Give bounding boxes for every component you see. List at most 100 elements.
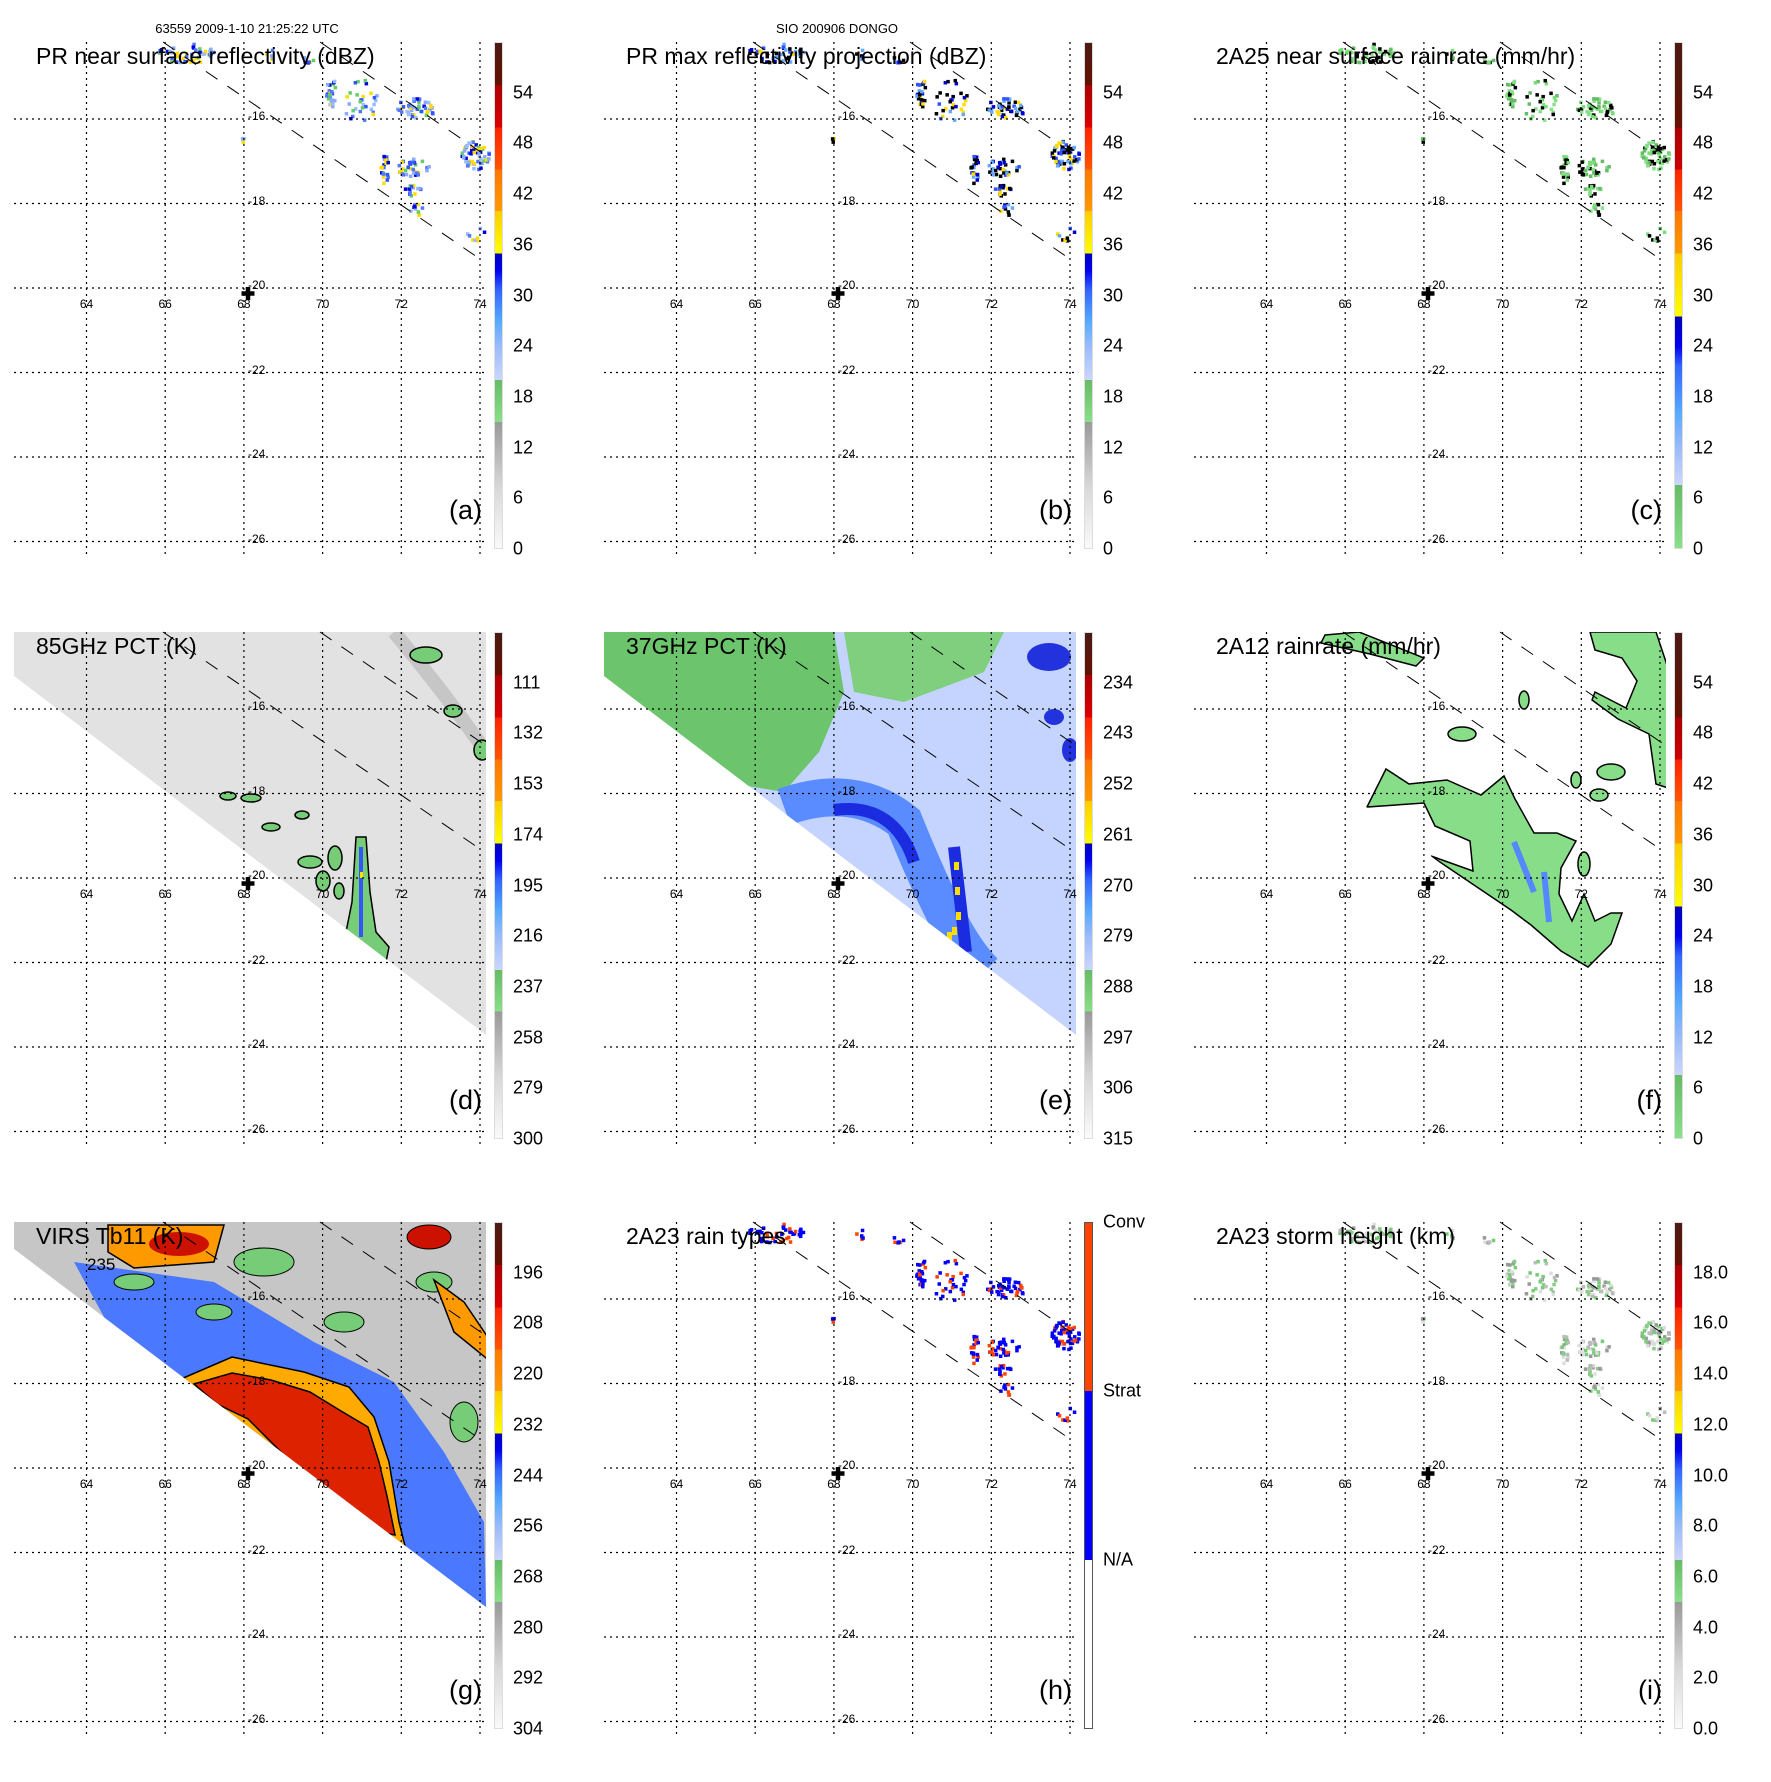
cold-cloud	[406, 1224, 452, 1250]
precip-pixel	[426, 100, 431, 105]
precip-pixel	[1534, 107, 1538, 111]
precip-pixel	[1647, 1414, 1652, 1418]
precip-pixel	[1592, 99, 1596, 103]
precip-pixel	[482, 145, 486, 150]
precip-pixel	[991, 167, 995, 171]
precip-pixel	[1654, 143, 1658, 147]
precip-pixel	[1590, 114, 1595, 119]
longitude-label: 68	[1417, 297, 1431, 311]
precip-pixel	[1586, 165, 1590, 169]
colorbar-label: 18	[513, 386, 534, 407]
precip-pixel	[786, 1235, 791, 1240]
latitude-label: -26	[838, 1121, 856, 1136]
precip-pixel	[1001, 1363, 1006, 1368]
precip-pixel	[1005, 1287, 1010, 1291]
precip-pixel	[1606, 100, 1611, 105]
precip-pixel	[1512, 79, 1517, 84]
precip-pixel	[1647, 1331, 1651, 1335]
colorbar-label: 0	[1693, 538, 1704, 559]
precip-pixel	[1589, 1286, 1593, 1290]
precip-pixel	[1355, 54, 1359, 59]
precip-pixel	[1061, 140, 1065, 144]
precip-pixel	[1609, 105, 1613, 109]
precip-pixel	[420, 206, 425, 210]
storm-center-marker-icon	[241, 287, 255, 300]
precip-pixel	[1544, 1284, 1548, 1289]
precip-pixel	[1650, 1339, 1655, 1344]
precip-pixel	[1054, 1324, 1059, 1328]
precip-pixel	[188, 60, 193, 64]
precip-pixel	[970, 165, 974, 169]
rain-cell	[297, 855, 323, 869]
precip-pixel	[474, 148, 478, 152]
precip-pixel	[1658, 146, 1663, 151]
precip-pixel	[1581, 105, 1586, 109]
precip-pixel	[477, 167, 481, 172]
precip-pixel	[397, 108, 402, 113]
longitude-label: 66	[1338, 297, 1352, 311]
panel-letter: (d)	[449, 1085, 482, 1115]
precip-pixel	[1365, 1235, 1369, 1239]
rain-cell	[1589, 788, 1609, 802]
precip-pixel	[1665, 1340, 1670, 1344]
precip-pixel	[1510, 98, 1514, 102]
cold-cloud	[149, 1232, 209, 1256]
precip-pixel	[1510, 1272, 1515, 1276]
precip-pixel	[185, 55, 189, 59]
precip-pixel	[1510, 90, 1514, 94]
precip-pixel	[1561, 1352, 1566, 1356]
precip-pixel	[892, 56, 897, 60]
precip-pixel	[476, 145, 481, 149]
precip-pixel	[1657, 1330, 1661, 1335]
longitude-label: 64	[1259, 887, 1274, 901]
precip-pixel	[765, 1231, 769, 1236]
precip-pixel	[954, 81, 959, 86]
longitude-label: 74	[1063, 297, 1077, 311]
precip-pixel	[952, 1298, 957, 1302]
precip-pixel	[1662, 230, 1667, 234]
precip-pixel	[1077, 152, 1081, 156]
precip-pixel	[1650, 1329, 1654, 1333]
precip-pixel	[1649, 152, 1653, 156]
colorbar-label: 54	[1693, 82, 1714, 103]
precip-pixel	[1659, 157, 1663, 161]
colorbar-label: 174	[513, 824, 544, 845]
precip-pixel	[1013, 1286, 1018, 1291]
precip-pixel	[1350, 51, 1354, 55]
precip-pixel	[1003, 1343, 1008, 1347]
precip-pixel	[416, 173, 420, 177]
precip-pixel	[996, 1345, 1000, 1349]
precip-pixel	[192, 42, 196, 47]
colorbar-label: N/A	[1103, 1549, 1134, 1570]
precip-pixel	[1378, 1230, 1382, 1234]
precip-pixel	[1600, 1386, 1605, 1390]
precip-pixel	[472, 166, 476, 171]
precip-pixel	[416, 210, 421, 214]
precip-pixel	[970, 1345, 974, 1349]
precip-pixel	[1371, 1239, 1375, 1243]
precip-pixel	[1650, 149, 1654, 153]
precip-pixel	[1652, 150, 1656, 155]
precip-pixel	[1057, 161, 1061, 165]
precip-pixel	[962, 1282, 966, 1287]
precip-pixel	[1549, 107, 1554, 112]
precip-pixel	[1652, 1328, 1656, 1332]
longitude-label: 74	[1063, 887, 1077, 901]
precip-pixel	[417, 213, 421, 217]
precip-pixel	[1010, 206, 1015, 210]
precip-pixel	[920, 1270, 924, 1274]
precip-pixel	[1591, 1363, 1596, 1368]
precip-pixel	[326, 82, 330, 87]
precip-pixel	[998, 161, 1002, 166]
colorbar-label: 244	[513, 1465, 544, 1485]
precip-pixel	[971, 172, 976, 176]
precip-pixel	[1511, 1284, 1515, 1289]
precip-pixel	[946, 79, 950, 84]
precip-pixel	[1482, 56, 1487, 60]
precip-pixel	[1654, 1323, 1658, 1327]
precip-pixel	[1000, 1284, 1005, 1289]
precip-pixel	[1002, 1340, 1006, 1345]
precip-pixel	[1009, 1289, 1014, 1294]
longitude-label: 70	[1495, 297, 1510, 311]
precip-pixel	[1552, 95, 1557, 100]
